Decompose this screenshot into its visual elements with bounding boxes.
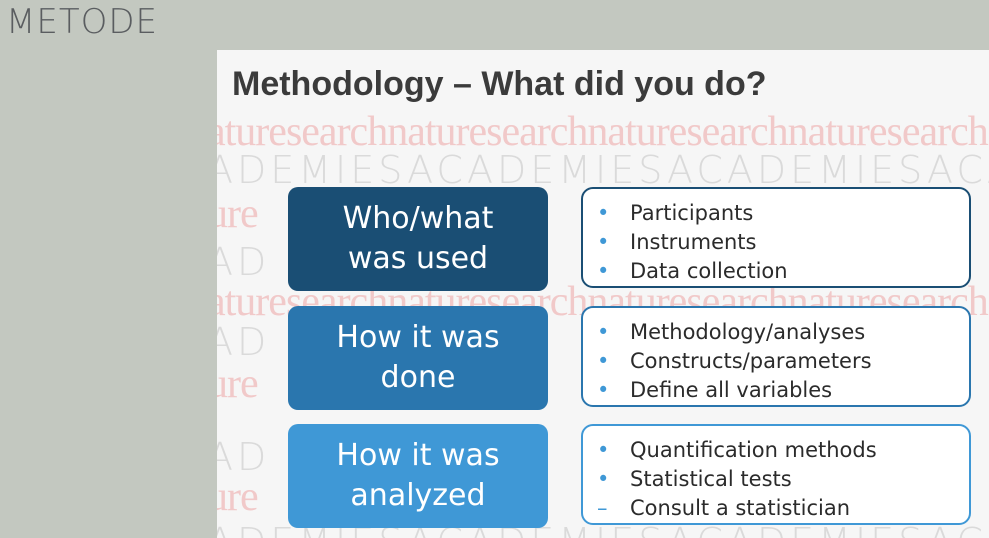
watermark-fragment: ure (217, 191, 259, 237)
watermark-fragment: AD (217, 435, 271, 479)
list-item: • Participants (597, 199, 959, 228)
list-item-text: Data collection (630, 259, 788, 283)
step-label: How it was analyzed (336, 438, 500, 513)
step-box-who-what: Who/what was used (288, 187, 548, 291)
list-item: • Data collection (597, 257, 959, 286)
bullet-marker: • (597, 259, 610, 283)
list-item: • Constructs/parameters (597, 347, 959, 376)
list-item-text: Methodology/analyses (630, 320, 866, 344)
detail-panel-who-what: • Participants • Instruments • Data collect… (581, 187, 971, 288)
list-item-text: Constructs/parameters (630, 349, 872, 373)
detail-panel-how-analyzed: • Quantification methods • Statistical tes… (581, 424, 971, 525)
step-label: Who/what was used (342, 201, 494, 276)
step-box-how-done: How it was done (288, 306, 548, 410)
detail-panel-how-done: • Methodology/analyses • Constructs/parame… (581, 306, 971, 407)
step-label: How it was done (336, 320, 500, 395)
slide: aturesearchnaturesearchnaturesearchnatur… (217, 50, 989, 538)
list-item-text: Instruments (630, 230, 757, 254)
step-box-how-analyzed: How it was analyzed (288, 424, 548, 528)
list-item: • Define all variables (597, 376, 959, 405)
list-item: • Statistical tests (597, 465, 959, 494)
list-item-text: Consult a statistician (630, 496, 851, 520)
bullet-marker: • (597, 438, 610, 462)
watermark-fragment: ure (217, 474, 259, 520)
watermark-fragment: ure (217, 361, 259, 407)
watermark-fragment: AD (217, 320, 271, 364)
slide-title: Methodology – What did you do? (232, 65, 767, 103)
watermark-line: aturesearchnaturesearchnaturesearchnatur… (217, 109, 989, 155)
list-item: – Consult a statistician (597, 494, 959, 523)
watermark-line: ADEMIESACADEMIESACADEMIESACADEMI (217, 148, 989, 192)
section-label: METODE (6, 2, 159, 42)
bullet-marker: • (597, 349, 610, 373)
watermark-fragment: AD (217, 240, 271, 284)
bullet-marker: • (597, 230, 610, 254)
bullet-marker: • (597, 467, 610, 491)
list-item-text: Define all variables (630, 378, 833, 402)
bullet-marker: • (597, 201, 610, 225)
bullet-marker: • (597, 378, 610, 402)
list-item-text: Participants (630, 201, 754, 225)
bullet-marker: • (597, 320, 610, 344)
list-item: • Instruments (597, 228, 959, 257)
list-item: • Methodology/analyses (597, 318, 959, 347)
dash-marker: – (597, 496, 608, 520)
list-item: • Quantification methods (597, 436, 959, 465)
list-item-text: Quantification methods (630, 438, 877, 462)
list-item-text: Statistical tests (630, 467, 792, 491)
